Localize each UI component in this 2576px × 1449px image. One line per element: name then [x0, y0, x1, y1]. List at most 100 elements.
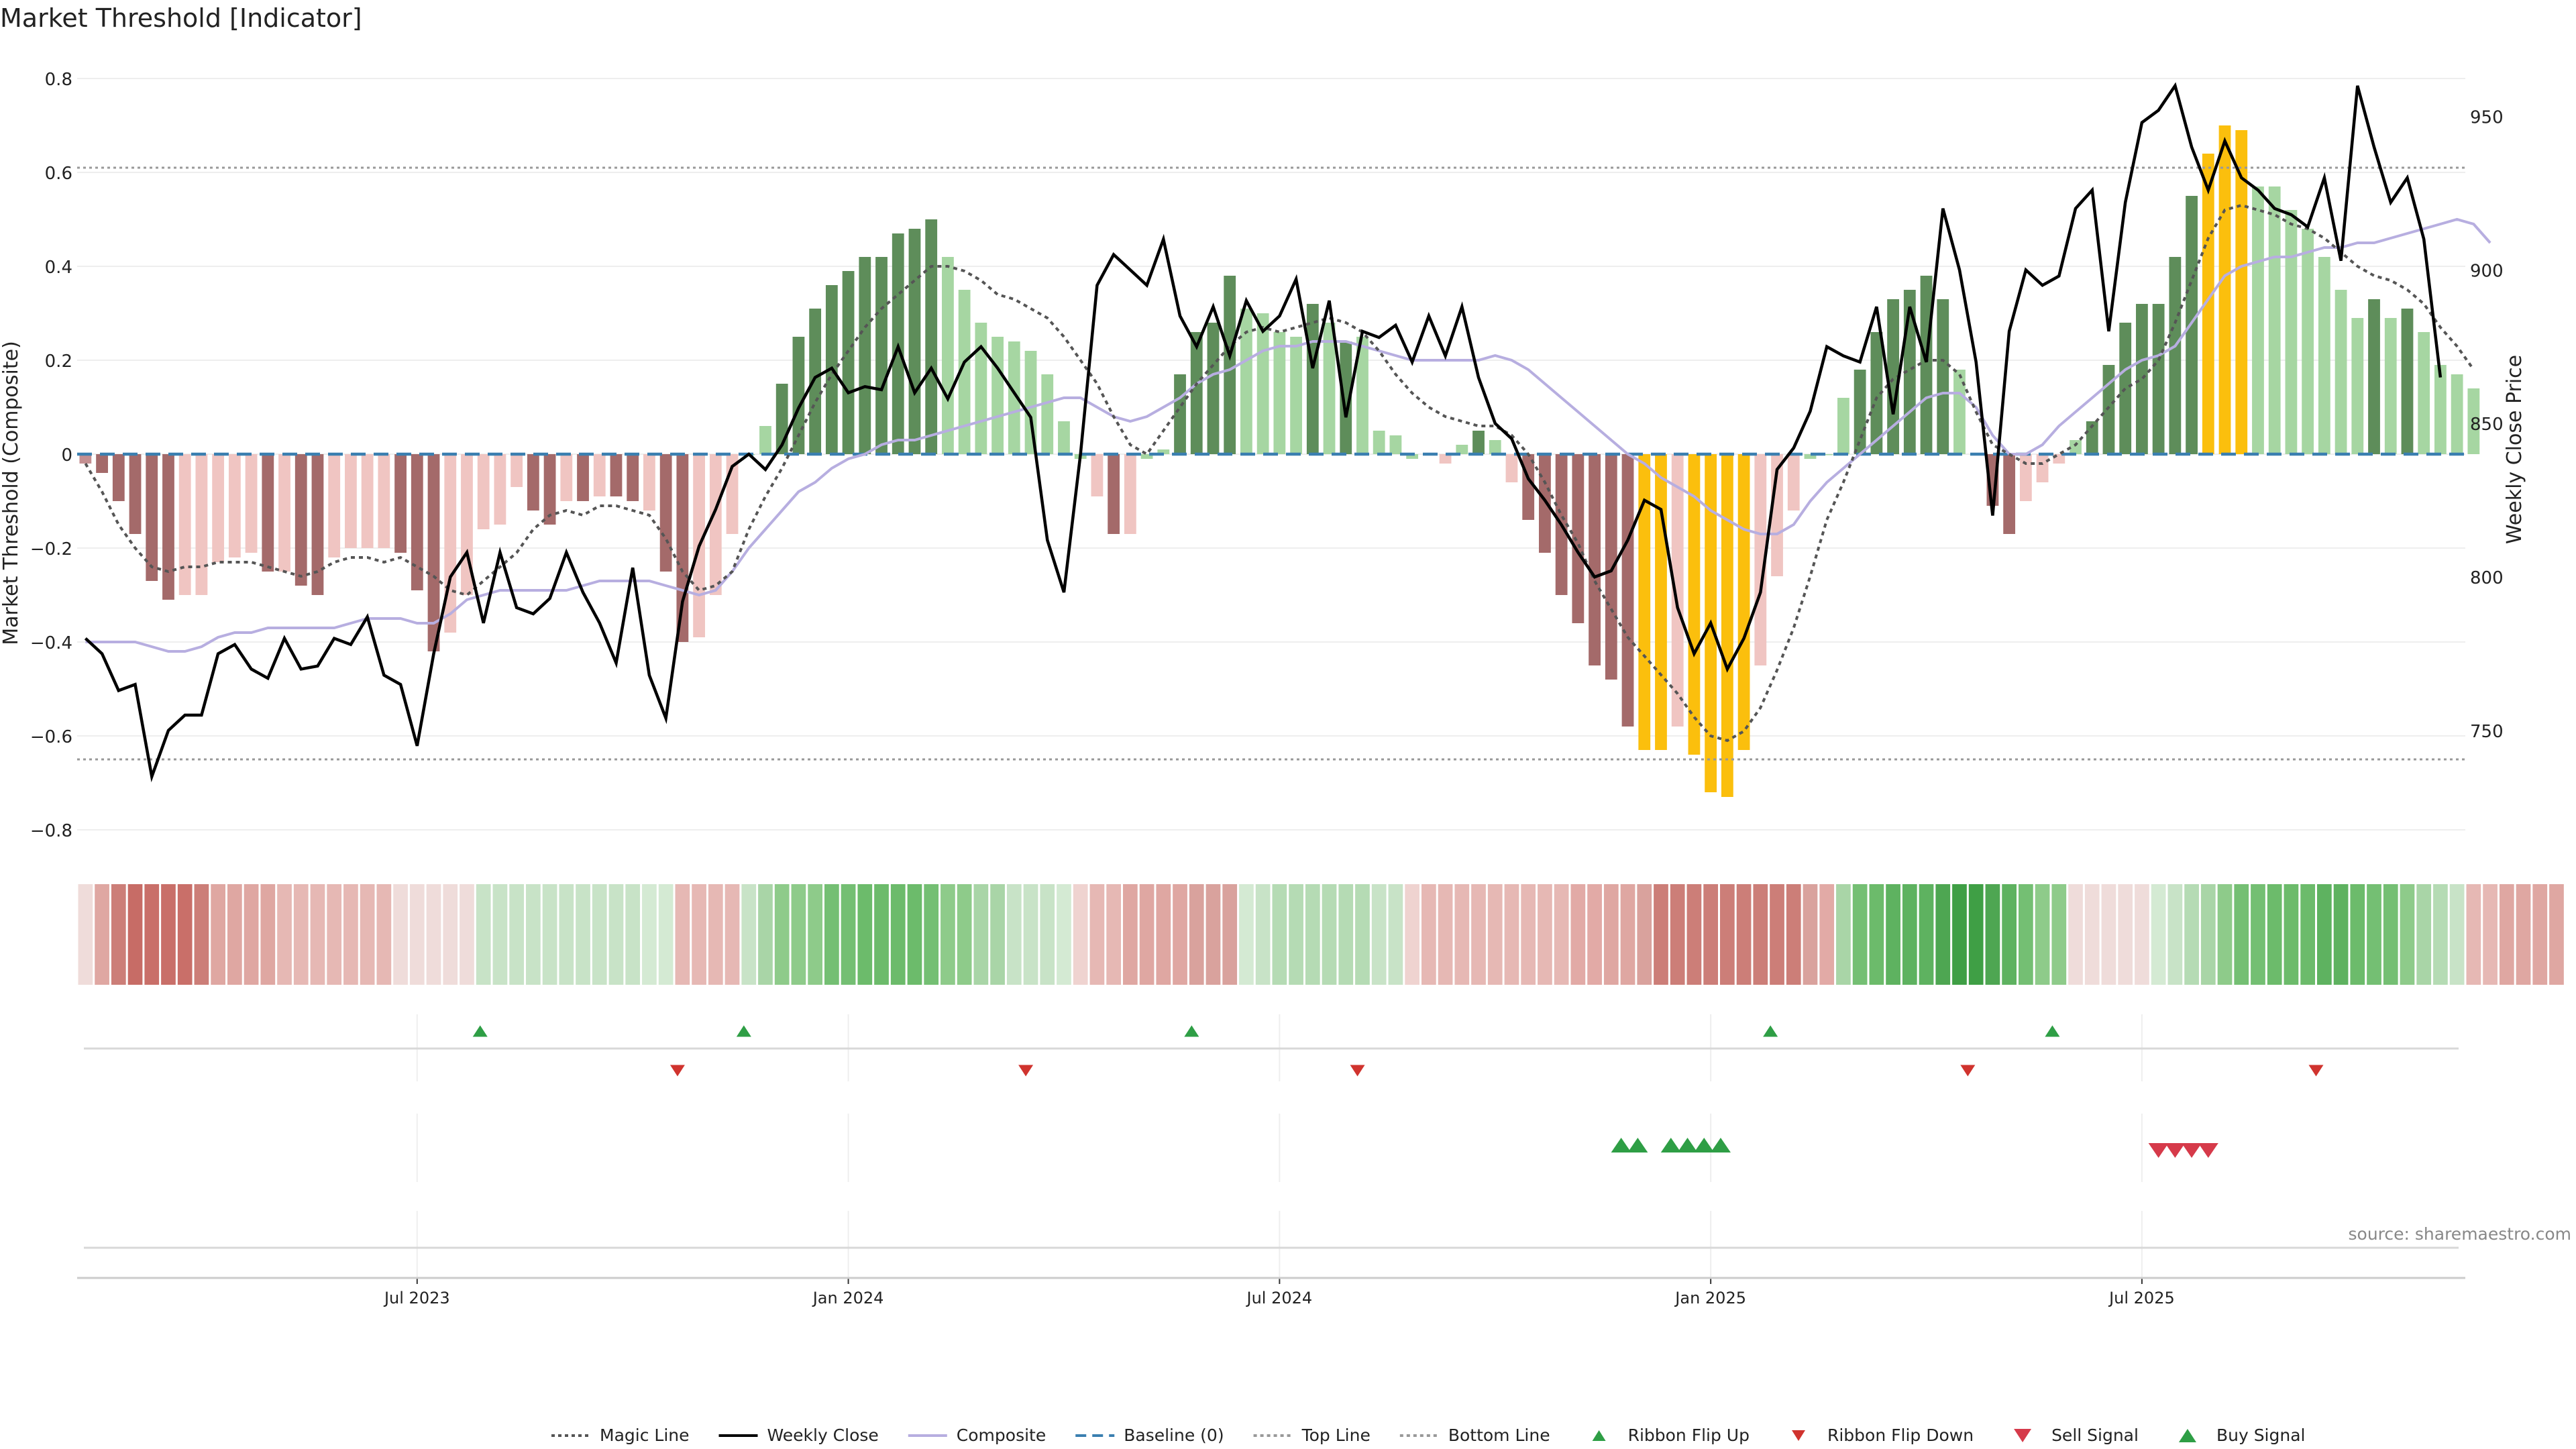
- ribbon-cell: [2300, 884, 2315, 985]
- buy-signal-marker: [1694, 1138, 1715, 1152]
- ribbon-cell: [1736, 884, 1752, 985]
- sell-signal-marker: [2198, 1143, 2218, 1158]
- ribbon-cell: [177, 884, 193, 985]
- composite-bar: [278, 454, 290, 572]
- legend-item: Weekly Close: [718, 1426, 879, 1445]
- x-tick-label: Jul 2024: [1246, 1289, 1313, 1307]
- composite-bar: [2152, 304, 2165, 454]
- ribbon-cell: [376, 884, 392, 985]
- ribbon-cell: [526, 884, 541, 985]
- ribbon-cell: [1040, 884, 1055, 985]
- composite-bar: [411, 454, 423, 590]
- composite-bar: [1406, 454, 1419, 459]
- ribbon-cell: [2449, 884, 2465, 985]
- composite-bar: [1306, 304, 1319, 454]
- ribbon-cell: [277, 884, 292, 985]
- ribbon-cell: [1753, 884, 1768, 985]
- composite-bar: [2086, 421, 2098, 454]
- legend-item: Top Line: [1253, 1426, 1371, 1445]
- composite-bar: [1456, 445, 1468, 454]
- legend-item: Baseline (0): [1075, 1426, 1224, 1445]
- ribbon-cell: [841, 884, 856, 985]
- ribbon-cell: [1189, 884, 1204, 985]
- composite-bar: [494, 454, 506, 525]
- ribbon-cell: [741, 884, 757, 985]
- composite-bar: [378, 454, 390, 548]
- composite-bar: [1224, 276, 1236, 454]
- ribbon-cell: [95, 884, 109, 985]
- ribbon-cell: [360, 884, 375, 985]
- ribbon-cell: [2068, 884, 2083, 985]
- ribbon-cell: [1089, 884, 1105, 985]
- ribbon-cell: [2416, 884, 2432, 985]
- ribbon-cell: [2433, 884, 2448, 985]
- composite-bar: [1256, 313, 1269, 454]
- ribbon-cell: [2333, 884, 2349, 985]
- ribbon-cell: [1570, 884, 1586, 985]
- ribbon-flip-up-marker: [1763, 1025, 1778, 1037]
- ribbon-cell: [2101, 884, 2116, 985]
- composite-bar: [2285, 210, 2298, 454]
- legend-label: Composite: [957, 1426, 1046, 1445]
- ribbon-cell: [1073, 884, 1088, 985]
- composite-bar: [958, 290, 971, 454]
- ribbon-cell: [2051, 884, 2067, 985]
- composite-bar: [2218, 125, 2231, 454]
- composite-bar: [345, 454, 357, 548]
- ribbon-cell: [144, 884, 160, 985]
- ribbon-cell: [758, 884, 773, 985]
- ribbon-cell: [2151, 884, 2166, 985]
- left-tick-label: 0.2: [45, 352, 72, 372]
- composite-bar: [311, 454, 324, 595]
- composite-bar: [2418, 332, 2430, 454]
- ribbon-cell: [1504, 884, 1519, 985]
- ribbon-cell: [1023, 884, 1038, 985]
- left-tick-label: −0.6: [30, 727, 72, 747]
- ribbon-flip-panel: [472, 1025, 2324, 1077]
- ribbon-cell: [2549, 884, 2564, 985]
- ribbon-cell: [874, 884, 889, 985]
- ribbon-cell: [111, 884, 126, 985]
- ribbon-cell: [2035, 884, 2050, 985]
- legend-item: Sell Signal: [2014, 1426, 2139, 1445]
- ribbon-cell: [1538, 884, 1552, 985]
- ribbon-cell: [1123, 884, 1138, 985]
- legend-item: Buy Signal: [2178, 1426, 2306, 1445]
- ribbon-cell: [692, 884, 706, 985]
- composite-bar: [659, 454, 672, 572]
- composite-bar: [1522, 454, 1535, 520]
- legend-label: Ribbon Flip Down: [1827, 1426, 1974, 1445]
- composite-bar: [1920, 276, 1933, 454]
- ribbon-cell: [542, 884, 557, 985]
- ribbon-cell: [1786, 884, 1801, 985]
- ribbon-cell: [310, 884, 325, 985]
- composite-bar: [1207, 323, 1220, 454]
- right-tick-label: 950: [2470, 108, 2504, 128]
- ribbon-cell: [2118, 884, 2133, 985]
- y-axis-label-left: Market Threshold (Composite): [0, 341, 23, 645]
- ribbon-cell: [890, 884, 906, 985]
- composite-bar: [1356, 337, 1368, 454]
- ribbon-cell: [2400, 884, 2415, 985]
- composite-bar: [875, 257, 888, 454]
- ribbon-cell: [293, 884, 309, 985]
- legend-label: Bottom Line: [1448, 1426, 1550, 1445]
- composite-bar: [1787, 454, 1800, 511]
- ribbon-cell: [1371, 884, 1387, 985]
- chart-title: Market Threshold [Indicator]: [0, 3, 362, 33]
- composite-bar: [1290, 337, 1302, 454]
- ribbon-cell: [2019, 884, 2033, 985]
- composite-bar: [577, 454, 589, 501]
- composite-bar: [1638, 454, 1651, 750]
- composite-bar: [1389, 435, 1402, 454]
- ribbon-cell: [2499, 884, 2514, 985]
- composite-line: [85, 217, 2491, 653]
- legend-item: Composite: [908, 1426, 1046, 1445]
- right-tick-label: 900: [2470, 261, 2504, 281]
- composite-bar: [294, 454, 307, 586]
- legend-label: Top Line: [1301, 1426, 1371, 1445]
- ribbon-flip-up-marker: [736, 1025, 751, 1037]
- ribbon-cell: [2002, 884, 2017, 985]
- ribbon-cell: [1985, 884, 2000, 985]
- composite-bar: [1439, 454, 1452, 464]
